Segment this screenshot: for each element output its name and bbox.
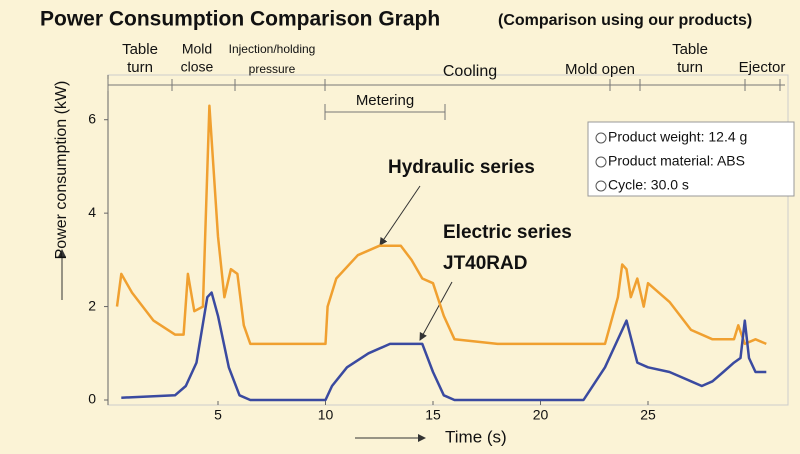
x-tick-label: 10 bbox=[318, 407, 334, 423]
y-axis-label: Power consumption (kW) bbox=[53, 81, 70, 260]
x-axis-label: Time (s) bbox=[445, 427, 507, 446]
info-text: Cycle: 30.0 s bbox=[608, 177, 689, 193]
phase-label: Table bbox=[122, 41, 158, 58]
phase-label: Injection/holding bbox=[229, 42, 316, 56]
chart-subtitle: (Comparison using our products) bbox=[498, 12, 752, 29]
phase-label: pressure bbox=[249, 62, 296, 76]
x-tick-label: 5 bbox=[214, 407, 222, 423]
phase-label: close bbox=[181, 59, 214, 75]
phase-label: Ejector bbox=[739, 59, 786, 76]
info-text: Product weight: 12.4 g bbox=[608, 129, 747, 145]
phase-label: turn bbox=[127, 59, 153, 76]
annotation-arrow bbox=[419, 281, 453, 341]
series-line bbox=[121, 291, 767, 402]
y-tick-label: 2 bbox=[88, 297, 96, 313]
series-line bbox=[115, 104, 767, 346]
bullet bbox=[595, 132, 607, 144]
info-box bbox=[587, 121, 795, 197]
y-tick-label: 4 bbox=[88, 204, 96, 220]
annotation-arrow bbox=[379, 185, 421, 246]
phase-label: Mold open bbox=[565, 61, 635, 78]
series-label: Electric series bbox=[443, 222, 572, 243]
chart-title: Power Consumption Comparison Graph bbox=[40, 8, 440, 31]
series-label: Hydraulic series bbox=[388, 157, 535, 178]
bullet bbox=[595, 180, 607, 192]
x-tick-label: 20 bbox=[533, 407, 549, 423]
y-tick-label: 0 bbox=[88, 391, 96, 407]
phase-label: Table bbox=[672, 41, 708, 58]
info-text: Product material: ABS bbox=[608, 153, 745, 169]
phase-label: Mold bbox=[182, 41, 212, 57]
y-tick-label: 6 bbox=[88, 110, 96, 126]
phase-label: turn bbox=[677, 59, 703, 76]
x-tick-label: 15 bbox=[425, 407, 441, 423]
model-label: JT40RAD bbox=[443, 253, 527, 274]
phase-label: Metering bbox=[356, 92, 414, 109]
x-tick-label: 25 bbox=[640, 407, 656, 423]
phase-label: Cooling bbox=[443, 63, 497, 80]
bullet bbox=[595, 156, 607, 168]
